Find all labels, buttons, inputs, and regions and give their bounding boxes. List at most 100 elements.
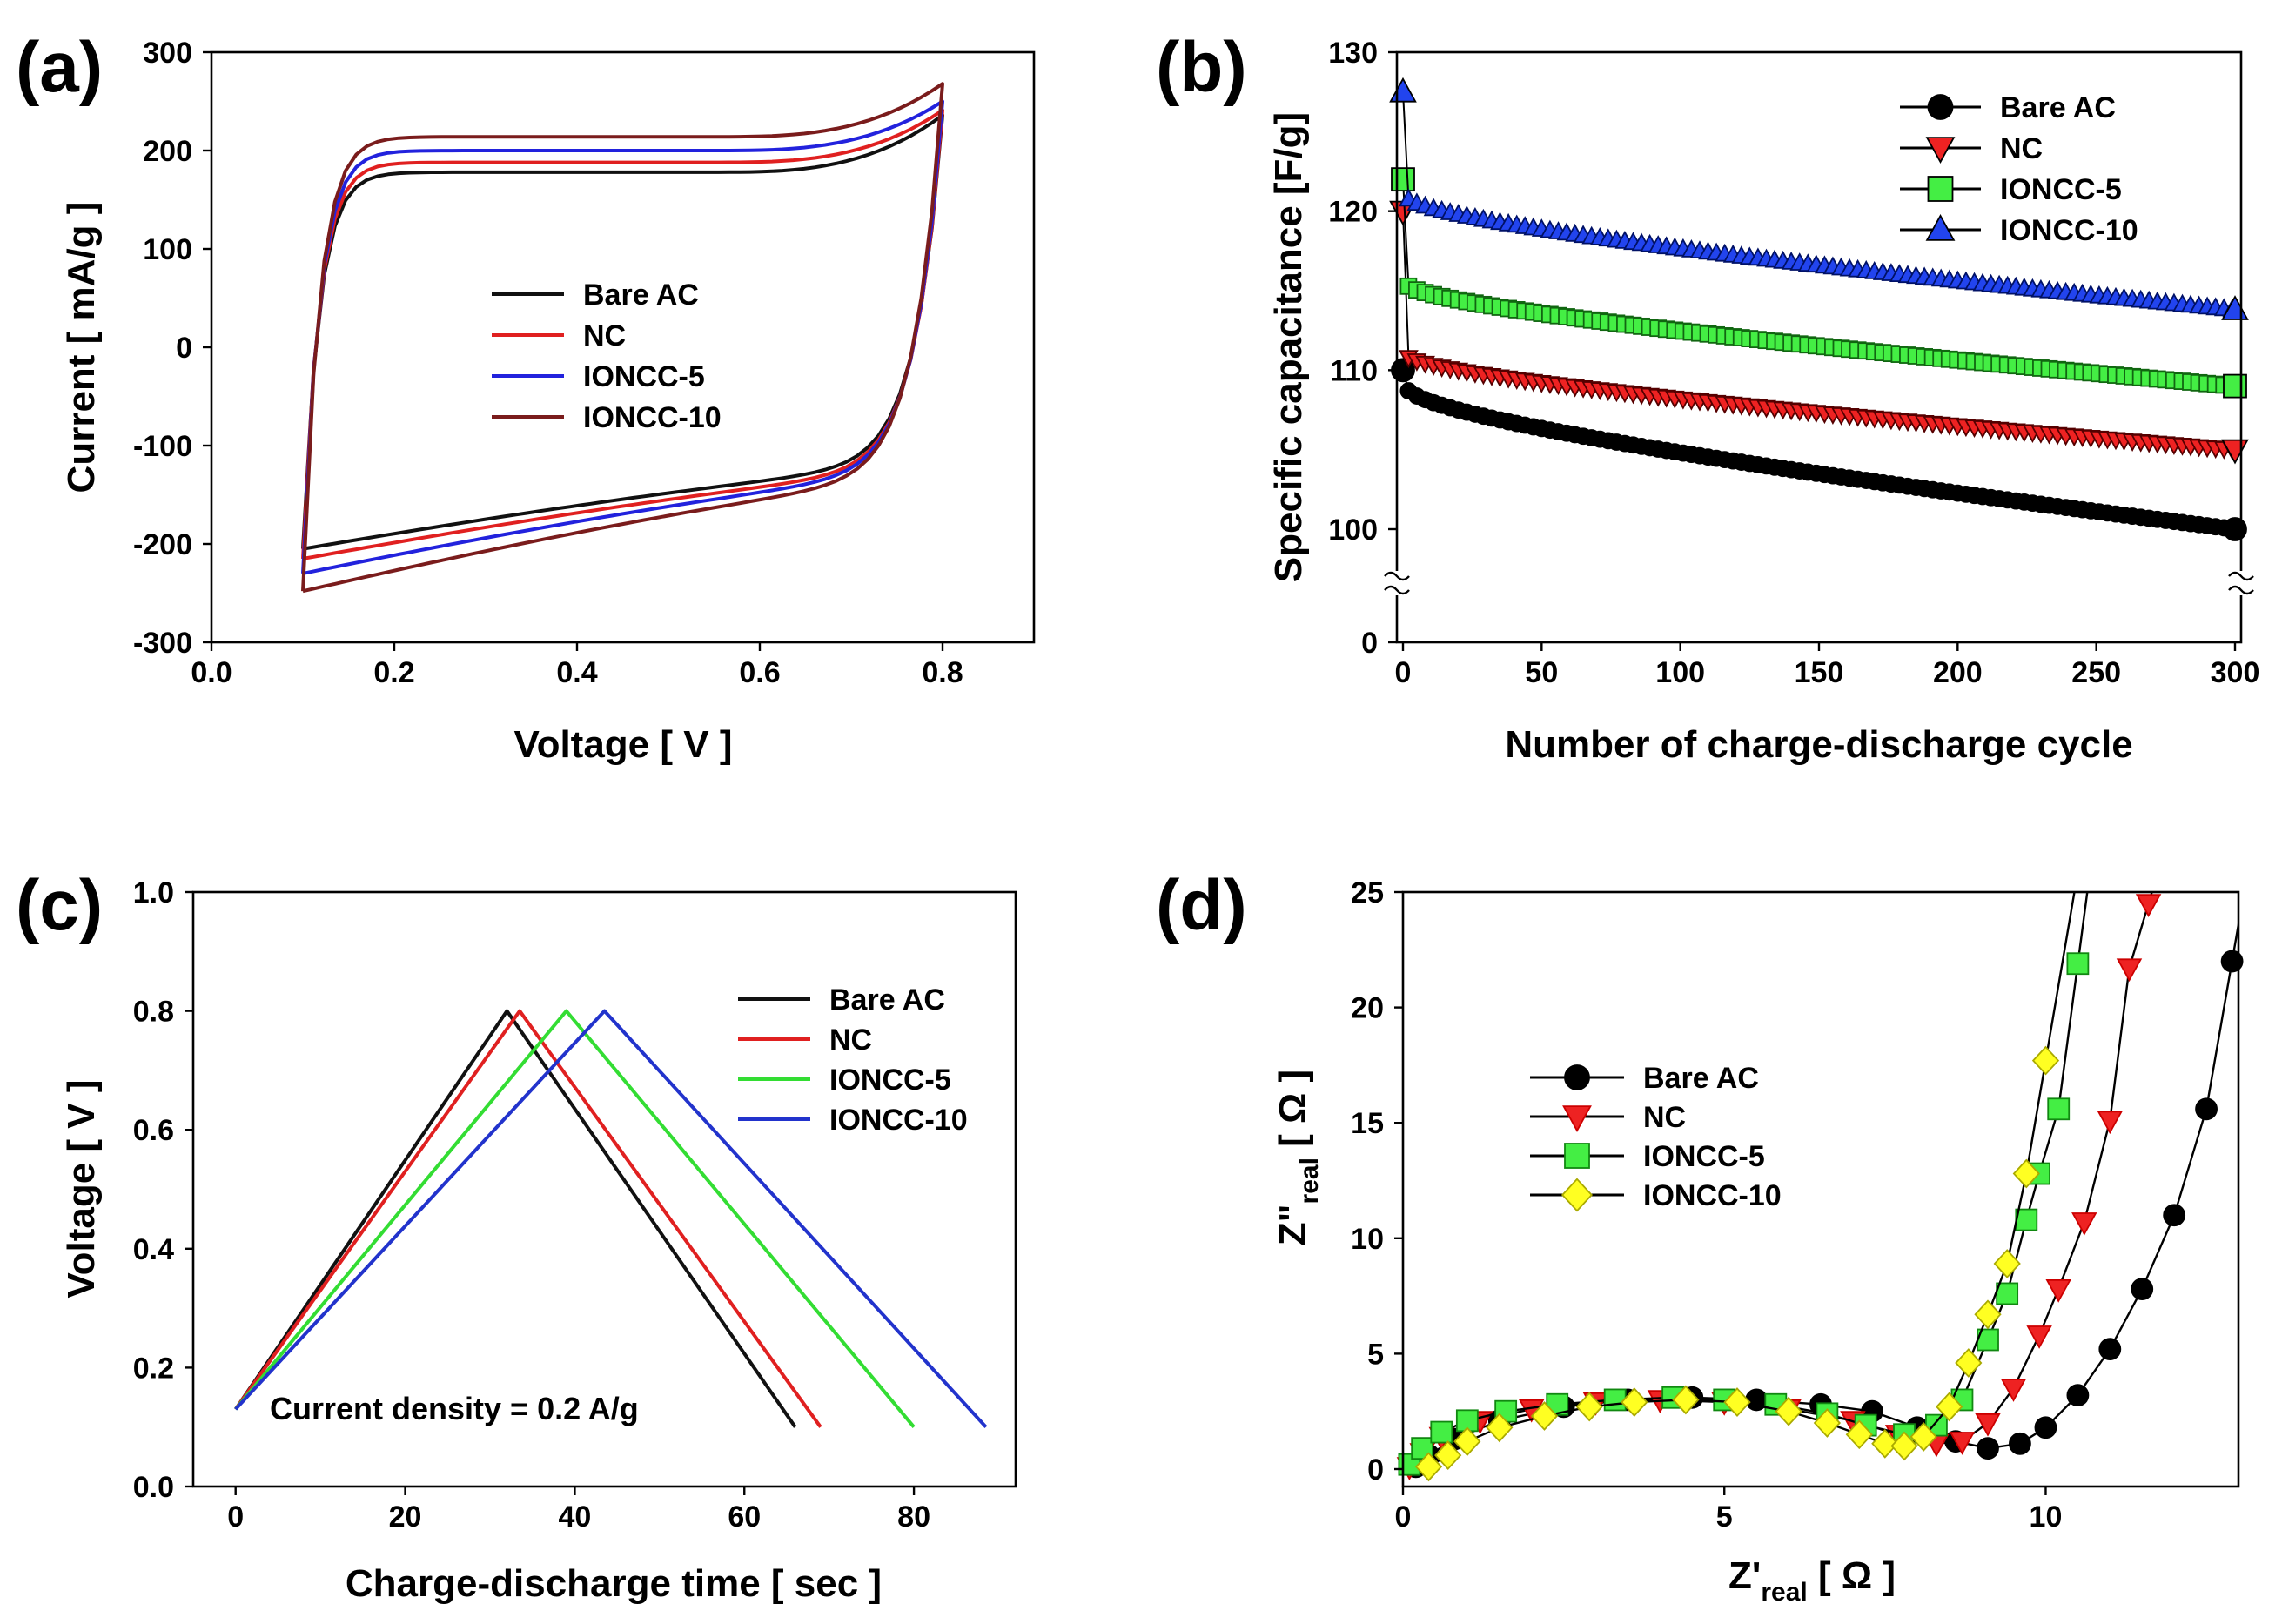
x-tick-label: 0.2 — [373, 656, 414, 689]
axis-break-marks — [1384, 571, 2254, 595]
nyquist-point-bare-ac — [2098, 1338, 2122, 1360]
y-tick-label: 0.2 — [133, 1352, 174, 1385]
x-tick-label: 5 — [1716, 1500, 1733, 1533]
y-axis-label: Z"real [ Ω ] — [1272, 1070, 1324, 1245]
nyquist-point-ioncc-10 — [1909, 1421, 1937, 1452]
y-tick-label: -100 — [133, 430, 192, 463]
panel-d-label: (d) — [1156, 866, 1247, 945]
y-tick-label: 0.6 — [133, 1114, 174, 1147]
nyquist-point-ioncc-10 — [1936, 1392, 1963, 1422]
axis-break-gap — [2229, 571, 2253, 595]
legend-label-bare-ac: Bare AC — [583, 278, 699, 312]
y-tick-label: 15 — [1351, 1107, 1384, 1140]
legend-label-nc: NC — [1643, 1101, 1686, 1134]
nyquist-point-ioncc-10 — [1845, 1419, 1873, 1450]
gcd-curve-ioncc-5 — [234, 1009, 916, 1428]
nyquist-point-nc — [2097, 1111, 2124, 1135]
axis-ticks: 0 50 100 150 200 250 300 0 100 110 120 130 — [1328, 37, 2259, 689]
legend-label-ioncc-5: IONCC-5 — [2000, 173, 2122, 206]
legend: Bare AC NC IONCC-5 IONCC-10 — [738, 983, 968, 1137]
nyquist-point-ioncc-5 — [2047, 1097, 2071, 1121]
legend-marker-ioncc-5 — [1564, 1143, 1590, 1169]
y-axis-label: Voltage [ V ] — [60, 1080, 103, 1299]
y-tick-label: -200 — [133, 528, 192, 561]
axis-ticks: 0 5 10 0 5 10 15 20 25 — [1351, 876, 2062, 1533]
plot-frame — [191, 890, 1017, 1488]
panel-b-label: (b) — [1156, 28, 1247, 107]
y-tick-label: 0 — [1367, 1453, 1384, 1486]
gcd-curve-nc — [234, 1009, 822, 1428]
legend-label-bare-ac: Bare AC — [1643, 1062, 1759, 1095]
x-axis-label-unit: [ Ω ] — [1808, 1554, 1896, 1597]
nyquist-point-ioncc-5 — [1713, 1388, 1736, 1412]
y-tick-label: 1.0 — [133, 876, 174, 909]
axis-break-mark — [1384, 571, 1410, 581]
nyquist-point-ioncc-10 — [2012, 1158, 2040, 1189]
x-tick-label: 250 — [2071, 656, 2121, 689]
x-axis-label: Number of charge-discharge cycle — [1505, 723, 2132, 766]
cycle-series — [1389, 77, 2249, 541]
nyquist-point-ioncc-10 — [1871, 1428, 1899, 1459]
y-axis-label-sub: real — [1295, 1158, 1324, 1204]
axis-break-gap — [1385, 571, 1409, 595]
x-tick-label: 300 — [2211, 656, 2260, 689]
y-tick-label: 20 — [1351, 992, 1384, 1025]
legend-label-nc: NC — [829, 1023, 872, 1057]
nyquist-point-ioncc-10 — [1530, 1401, 1559, 1431]
legend-label-ioncc-5: IONCC-5 — [1643, 1140, 1765, 1173]
y-tick-label: 130 — [1328, 37, 1378, 70]
gcd-curves — [234, 1009, 988, 1429]
nyquist-point-ioncc-10 — [1434, 1440, 1462, 1471]
y-tick-label: 100 — [143, 233, 192, 266]
nyquist-point-nc — [1949, 1432, 1976, 1455]
nyquist-point-ioncc-10 — [1775, 1396, 1802, 1426]
current-density-annotation: Current density = 0.2 A/g — [270, 1391, 639, 1426]
panel-c-label: (c) — [16, 866, 103, 945]
nyquist-point-ioncc-10 — [1453, 1426, 1481, 1457]
y-tick-label: 5 — [1367, 1338, 1384, 1371]
y-tick-label: -300 — [133, 627, 192, 660]
cv-curves — [301, 82, 944, 594]
y-tick-label: 200 — [143, 135, 192, 168]
nyquist-point-ioncc-10 — [1955, 1348, 1983, 1378]
panel-a-cv-plot: (a) 0.0 0.2 0.4 0.6 0.8 -300 -200 -100 0 100 200 30… — [16, 28, 1036, 766]
y-tick-label: 300 — [143, 37, 192, 70]
x-tick-label: 80 — [897, 1500, 930, 1533]
nyquist-point-nc — [2000, 1379, 2027, 1402]
legend-marker-ioncc-10 — [1925, 214, 1956, 241]
nyquist-point-ioncc-10 — [1993, 1249, 2021, 1278]
legend-marker-bare-ac — [1564, 1064, 1590, 1090]
x-tick-label: 0 — [227, 1500, 244, 1533]
legend-label-nc: NC — [2000, 132, 2043, 165]
nyquist-point-bare-ac — [2163, 1204, 2186, 1227]
y-tick-label: 110 — [1330, 354, 1378, 387]
x-tick-label: 0.4 — [556, 656, 597, 689]
legend-marker-ioncc-5 — [1927, 176, 1954, 202]
nyquist-point-bare-ac — [1977, 1437, 1999, 1460]
nyquist-point-nc — [1975, 1413, 2001, 1437]
y-tick-label: 0 — [1361, 627, 1378, 660]
nyquist-point-nc — [2116, 958, 2143, 983]
nyquist-point-ioncc-10 — [1723, 1387, 1751, 1418]
axis-break-mark — [2228, 571, 2254, 581]
legend-label-ioncc-5: IONCC-5 — [583, 360, 705, 393]
axis-ticks: 0 20 40 60 80 0.0 0.2 0.4 0.6 0.8 1.0 — [133, 876, 930, 1533]
nyquist-point-ioncc-5 — [2066, 952, 2090, 976]
y-tick-label: 0 — [176, 332, 192, 365]
x-axis-label-main: Z' — [1728, 1554, 1761, 1597]
nyquist-point-bare-ac — [2066, 1384, 2090, 1407]
nyquist-point-ioncc-10 — [1575, 1392, 1603, 1422]
axis-break-mark — [1384, 585, 1410, 595]
legend: Bare AC NC IONCC-5 IONCC-10 — [1900, 91, 2138, 247]
cv-curve-ioncc-10 — [301, 82, 944, 594]
nyquist-point-ioncc-5 — [2015, 1208, 2038, 1231]
legend-label-bare-ac: Bare AC — [829, 983, 945, 1017]
legend-label-ioncc-10: IONCC-10 — [1643, 1179, 1782, 1212]
legend-marker-bare-ac — [1927, 94, 1954, 120]
nyquist-point-nc — [2026, 1325, 2052, 1349]
x-tick-label: 50 — [1525, 656, 1558, 689]
nyquist-point-ioncc-10 — [1414, 1452, 1443, 1482]
panel-c-gcd-plot: (c) 0 20 40 60 80 0.0 0.2 0.4 0.6 0.8 1.0 Current … — [16, 866, 1017, 1605]
y-axis-label: Specific capacitance [F/g] — [1267, 112, 1310, 582]
